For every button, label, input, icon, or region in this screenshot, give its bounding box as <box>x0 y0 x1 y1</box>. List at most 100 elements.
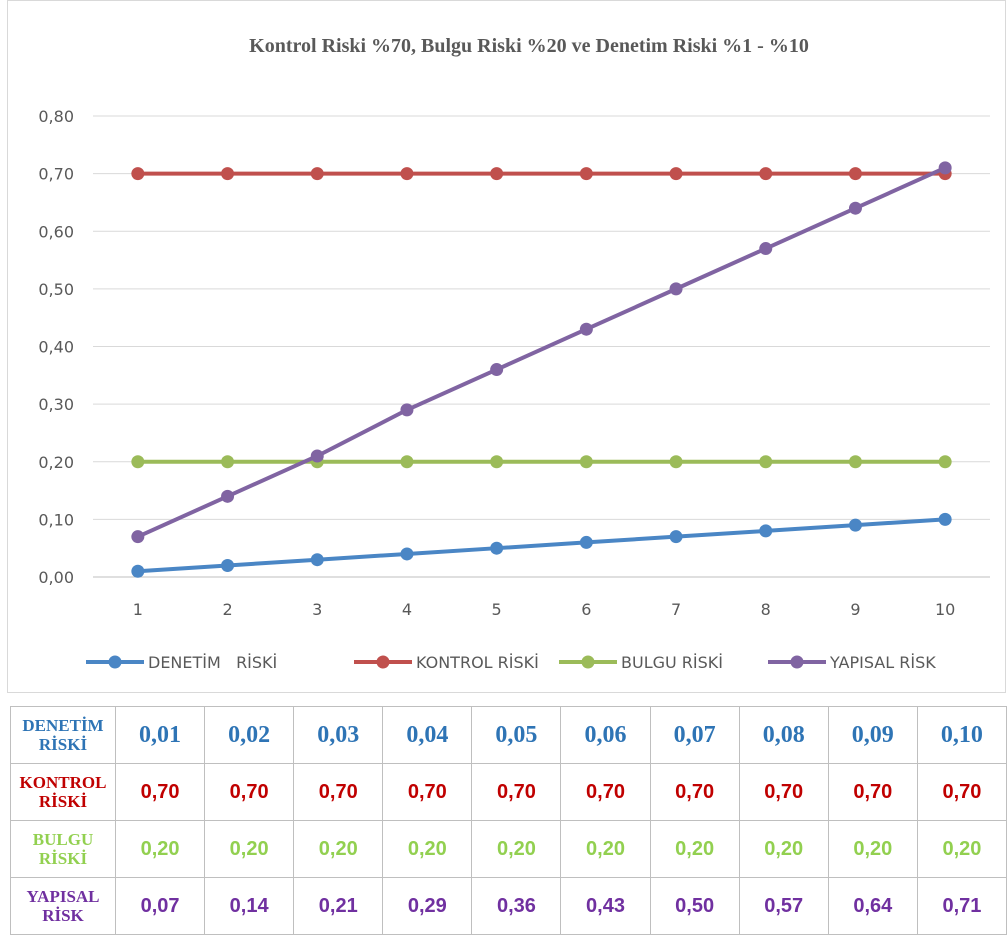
table-cell: 0,20 <box>649 820 740 878</box>
table-cell: 0,20 <box>738 820 829 878</box>
table-cell: 0,07 <box>114 877 206 935</box>
data-point <box>759 455 773 469</box>
legend-marker <box>376 655 390 669</box>
table-cell: 0,20 <box>560 820 651 878</box>
x-tick-label: 4 <box>402 600 412 619</box>
table-cell: 0,43 <box>560 877 651 935</box>
data-point <box>848 167 862 181</box>
chart-title: Kontrol Riski %70, Bulgu Riski %20 ve De… <box>249 35 809 57</box>
table-cell: 0,21 <box>293 877 384 935</box>
table-cell: 0,70 <box>204 763 295 821</box>
table-row: DENETİM RİSKİ 0,01 0,02 0,03 0,04 0,05 0,06 0,07… <box>10 706 1008 764</box>
table-cell: 0,20 <box>293 820 384 878</box>
data-point <box>400 455 414 469</box>
table-cell: 0,50 <box>649 877 740 935</box>
data-table: DENETİM RİSKİ 0,01 0,02 0,03 0,04 0,05 0,06 0,07… <box>10 706 1008 935</box>
table-row: YAPISAL RİSK 0,07 0,14 0,21 0,29 0,36 0,43 0,50 0… <box>10 877 1008 935</box>
x-tick-label: 2 <box>222 600 232 619</box>
data-point <box>848 201 862 215</box>
data-point <box>310 449 324 463</box>
x-tick-label: 5 <box>492 600 502 619</box>
table-cell: 0,70 <box>114 763 206 821</box>
data-point <box>221 167 235 181</box>
legend-marker <box>790 655 804 669</box>
row-header: BULGU RİSKİ <box>10 820 116 878</box>
table-cell: 0,20 <box>114 820 206 878</box>
data-point <box>490 167 504 181</box>
data-point <box>400 403 414 417</box>
data-point <box>759 524 773 538</box>
table-cell: 0,09 <box>827 706 918 764</box>
data-point <box>579 455 593 469</box>
y-tick-label: 0,00 <box>38 568 74 587</box>
data-point <box>490 455 504 469</box>
data-point <box>131 167 145 181</box>
legend-label: YAPISAL RİSK <box>829 653 936 672</box>
table-cell: 0,70 <box>916 763 1008 821</box>
legend-label: KONTROL RİSKİ <box>416 653 539 672</box>
table-cell: 0,70 <box>560 763 651 821</box>
legend-label: DENETİM RİSKİ <box>148 653 277 672</box>
table-cell: 0,06 <box>560 706 651 764</box>
data-point <box>131 530 145 544</box>
row-header: DENETİM RİSKİ <box>10 706 116 764</box>
data-point <box>669 455 683 469</box>
table-row: KONTROL RİSKİ 0,70 0,70 0,70 0,70 0,70 0,70 0,70… <box>10 763 1008 821</box>
table-cell: 0,20 <box>204 820 295 878</box>
data-point <box>759 167 773 181</box>
row-header-line1: YAPISAL <box>26 887 100 906</box>
y-tick-label: 0,70 <box>38 165 74 184</box>
table-cell: 0,20 <box>916 820 1008 878</box>
table-cell: 0,20 <box>382 820 473 878</box>
table-cell: 0,70 <box>649 763 740 821</box>
data-point <box>310 553 324 567</box>
y-tick-label: 0,80 <box>38 107 74 126</box>
data-point <box>669 530 683 544</box>
x-tick-label: 8 <box>761 600 771 619</box>
data-point <box>669 167 683 181</box>
table-cell: 0,70 <box>471 763 562 821</box>
data-point <box>579 167 593 181</box>
x-tick-label: 3 <box>312 600 322 619</box>
y-tick-label: 0,30 <box>38 395 74 414</box>
x-tick-label: 6 <box>581 600 591 619</box>
data-point <box>938 512 952 526</box>
table-cell: 0,70 <box>827 763 918 821</box>
data-point <box>221 558 235 572</box>
data-point <box>310 167 324 181</box>
table-cell: 0,20 <box>471 820 562 878</box>
data-point <box>400 547 414 561</box>
x-tick-label: 9 <box>850 600 860 619</box>
y-tick-label: 0,10 <box>38 510 74 529</box>
table-cell: 0,05 <box>471 706 562 764</box>
data-point <box>848 518 862 532</box>
table-cell: 0,70 <box>382 763 473 821</box>
data-point <box>759 242 773 256</box>
x-tick-label: 10 <box>935 600 955 619</box>
table-cell: 0,36 <box>471 877 562 935</box>
row-header-line2: RİSKİ <box>38 792 88 811</box>
y-tick-label: 0,20 <box>38 453 74 472</box>
row-header-line2: RİSKİ <box>38 735 88 754</box>
table-cell: 0,04 <box>382 706 473 764</box>
data-point <box>221 455 235 469</box>
row-header-line1: KONTROL <box>19 773 107 792</box>
row-header: YAPISAL RİSK <box>10 877 116 935</box>
row-header-line1: DENETİM <box>22 716 104 735</box>
table-cell: 0,57 <box>738 877 829 935</box>
legend-marker <box>581 655 595 669</box>
legend-marker <box>108 655 122 669</box>
data-point <box>938 161 952 175</box>
table-cell: 0,08 <box>738 706 829 764</box>
y-tick-label: 0,40 <box>38 338 74 357</box>
data-point <box>490 541 504 555</box>
table-cell: 0,14 <box>204 877 295 935</box>
table-cell: 0,64 <box>827 877 918 935</box>
x-tick-label: 1 <box>133 600 143 619</box>
data-point <box>490 363 504 377</box>
table-cell: 0,70 <box>293 763 384 821</box>
table-cell: 0,01 <box>114 706 206 764</box>
table-row: BULGU RİSKİ 0,20 0,20 0,20 0,20 0,20 0,20 0,20 0,… <box>10 820 1008 878</box>
table-cell: 0,07 <box>649 706 740 764</box>
table-cell: 0,20 <box>827 820 918 878</box>
